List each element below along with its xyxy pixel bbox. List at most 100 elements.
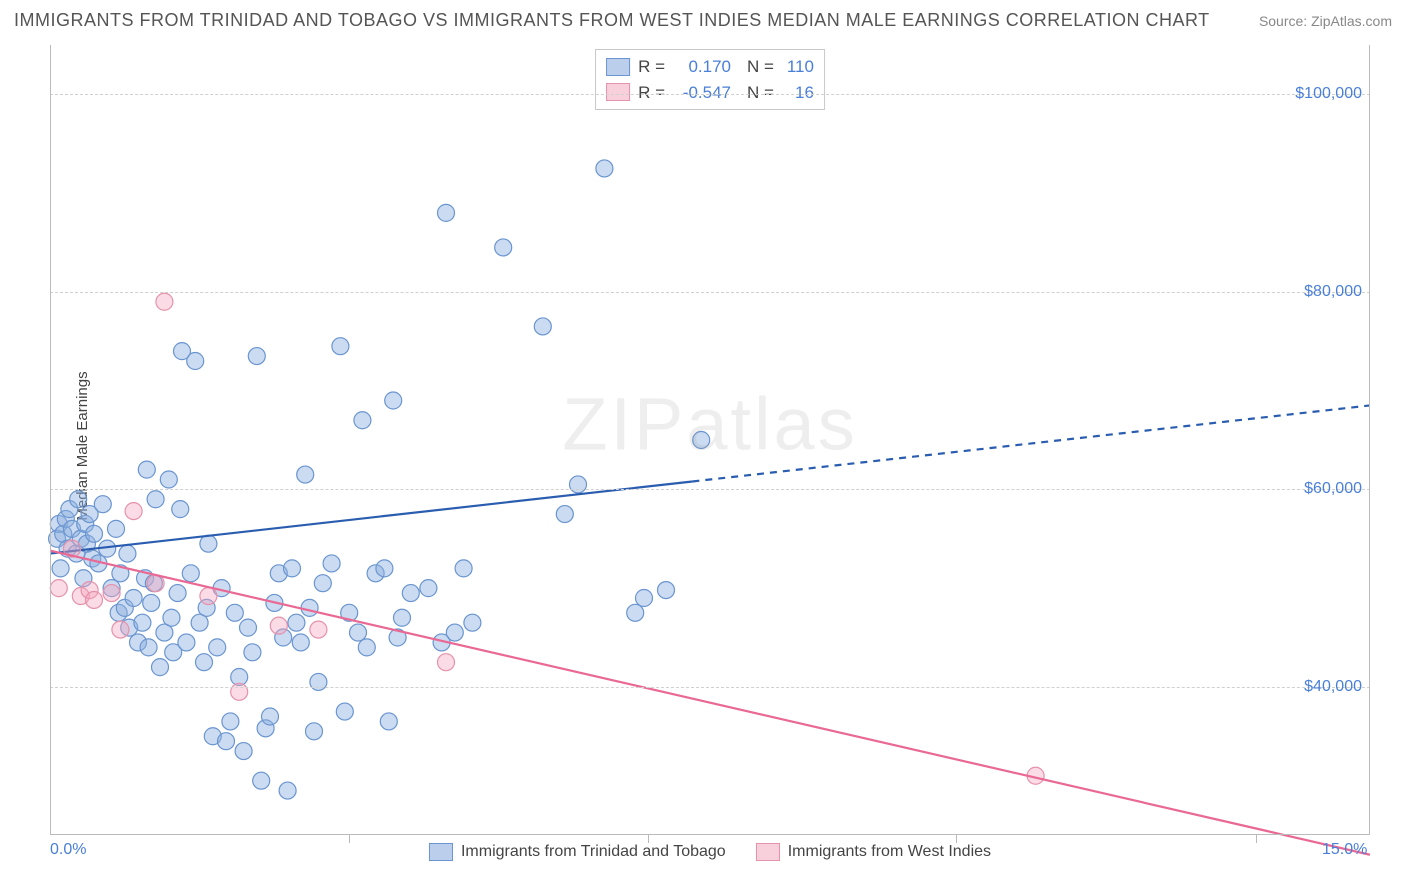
scatter-point <box>446 624 463 641</box>
scatter-point <box>301 599 318 616</box>
scatter-point <box>231 683 248 700</box>
legend-item-label: Immigrants from Trinidad and Tobago <box>461 843 726 861</box>
scatter-point <box>103 585 120 602</box>
trend-line <box>50 481 692 553</box>
scatter-point <box>50 580 67 597</box>
chart-source: Source: ZipAtlas.com <box>1259 13 1392 29</box>
x-tick-label: 0.0% <box>50 841 86 859</box>
scatter-point <box>358 639 375 656</box>
scatter-point <box>288 614 305 631</box>
scatter-point <box>310 621 327 638</box>
x-tick-label: 15.0% <box>1322 841 1367 859</box>
legend-item-label: Immigrants from West Indies <box>788 843 991 861</box>
swatch-blue-icon <box>606 58 630 76</box>
grid-line <box>50 687 1370 688</box>
scatter-point <box>134 614 151 631</box>
scatter-point <box>222 713 239 730</box>
scatter-point <box>187 353 204 370</box>
scatter-point <box>323 555 340 572</box>
scatter-point <box>200 535 217 552</box>
scatter-point <box>336 703 353 720</box>
x-tick <box>648 835 649 843</box>
scatter-point <box>226 604 243 621</box>
scatter-point <box>455 560 472 577</box>
scatter-point <box>94 496 111 513</box>
x-tick <box>349 835 350 843</box>
scatter-point <box>438 204 455 221</box>
scatter-point <box>125 503 142 520</box>
legend-item: Immigrants from Trinidad and Tobago <box>429 843 726 861</box>
y-tick-label: $40,000 <box>1304 678 1362 696</box>
legend-stats: R = 0.170 N = 110 R = -0.547 N = 16 <box>595 49 825 110</box>
scatter-point <box>108 520 125 537</box>
scatter-point <box>627 604 644 621</box>
scatter-point <box>292 634 309 651</box>
legend-stats-row: R = -0.547 N = 16 <box>606 80 814 106</box>
scatter-point <box>306 723 323 740</box>
x-axis-line <box>50 834 1370 835</box>
scatter-point <box>125 590 142 607</box>
scatter-point <box>636 590 653 607</box>
scatter-point <box>279 782 296 799</box>
scatter-point <box>147 491 164 508</box>
scatter-point <box>218 733 235 750</box>
scatter-point <box>570 476 587 493</box>
legend-stats-row: R = 0.170 N = 110 <box>606 54 814 80</box>
scatter-point <box>350 624 367 641</box>
y-tick-label: $60,000 <box>1304 480 1362 498</box>
chart-svg <box>50 45 1370 835</box>
scatter-point <box>156 293 173 310</box>
scatter-point <box>178 634 195 651</box>
grid-line <box>50 489 1370 490</box>
legend-series: Immigrants from Trinidad and Tobago Immi… <box>429 843 991 861</box>
scatter-point <box>240 619 257 636</box>
trend-line-dashed <box>692 405 1370 481</box>
scatter-point <box>248 348 265 365</box>
scatter-point <box>262 708 279 725</box>
scatter-point <box>385 392 402 409</box>
x-tick <box>1256 835 1257 843</box>
scatter-point <box>235 743 252 760</box>
scatter-point <box>596 160 613 177</box>
scatter-point <box>658 582 675 599</box>
scatter-point <box>354 412 371 429</box>
scatter-point <box>163 609 180 626</box>
scatter-point <box>402 585 419 602</box>
scatter-point <box>86 525 103 542</box>
scatter-point <box>209 639 226 656</box>
scatter-point <box>297 466 314 483</box>
scatter-point <box>534 318 551 335</box>
scatter-point <box>376 560 393 577</box>
scatter-point <box>140 639 157 656</box>
scatter-point <box>556 506 573 523</box>
scatter-point <box>380 713 397 730</box>
chart-plot-area: ZIPatlas R = 0.170 N = 110 R = -0.547 N … <box>50 45 1370 835</box>
scatter-point <box>138 461 155 478</box>
scatter-point <box>332 338 349 355</box>
scatter-point <box>200 588 217 605</box>
scatter-point <box>119 545 136 562</box>
scatter-point <box>152 659 169 676</box>
scatter-point <box>284 560 301 577</box>
scatter-point <box>172 501 189 518</box>
scatter-point <box>464 614 481 631</box>
scatter-point <box>693 432 710 449</box>
grid-line <box>50 94 1370 95</box>
scatter-point <box>244 644 261 661</box>
y-axis-line <box>50 45 51 835</box>
scatter-point <box>394 609 411 626</box>
scatter-point <box>160 471 177 488</box>
y-axis-line-right <box>1369 45 1370 835</box>
grid-line <box>50 292 1370 293</box>
scatter-point <box>169 585 186 602</box>
scatter-point <box>86 591 103 608</box>
scatter-point <box>253 772 270 789</box>
swatch-pink-icon <box>756 843 780 861</box>
y-tick-label: $100,000 <box>1295 85 1362 103</box>
scatter-point <box>310 673 327 690</box>
scatter-point <box>112 621 129 638</box>
swatch-blue-icon <box>429 843 453 861</box>
scatter-point <box>143 594 160 611</box>
scatter-point <box>495 239 512 256</box>
legend-item: Immigrants from West Indies <box>756 843 991 861</box>
